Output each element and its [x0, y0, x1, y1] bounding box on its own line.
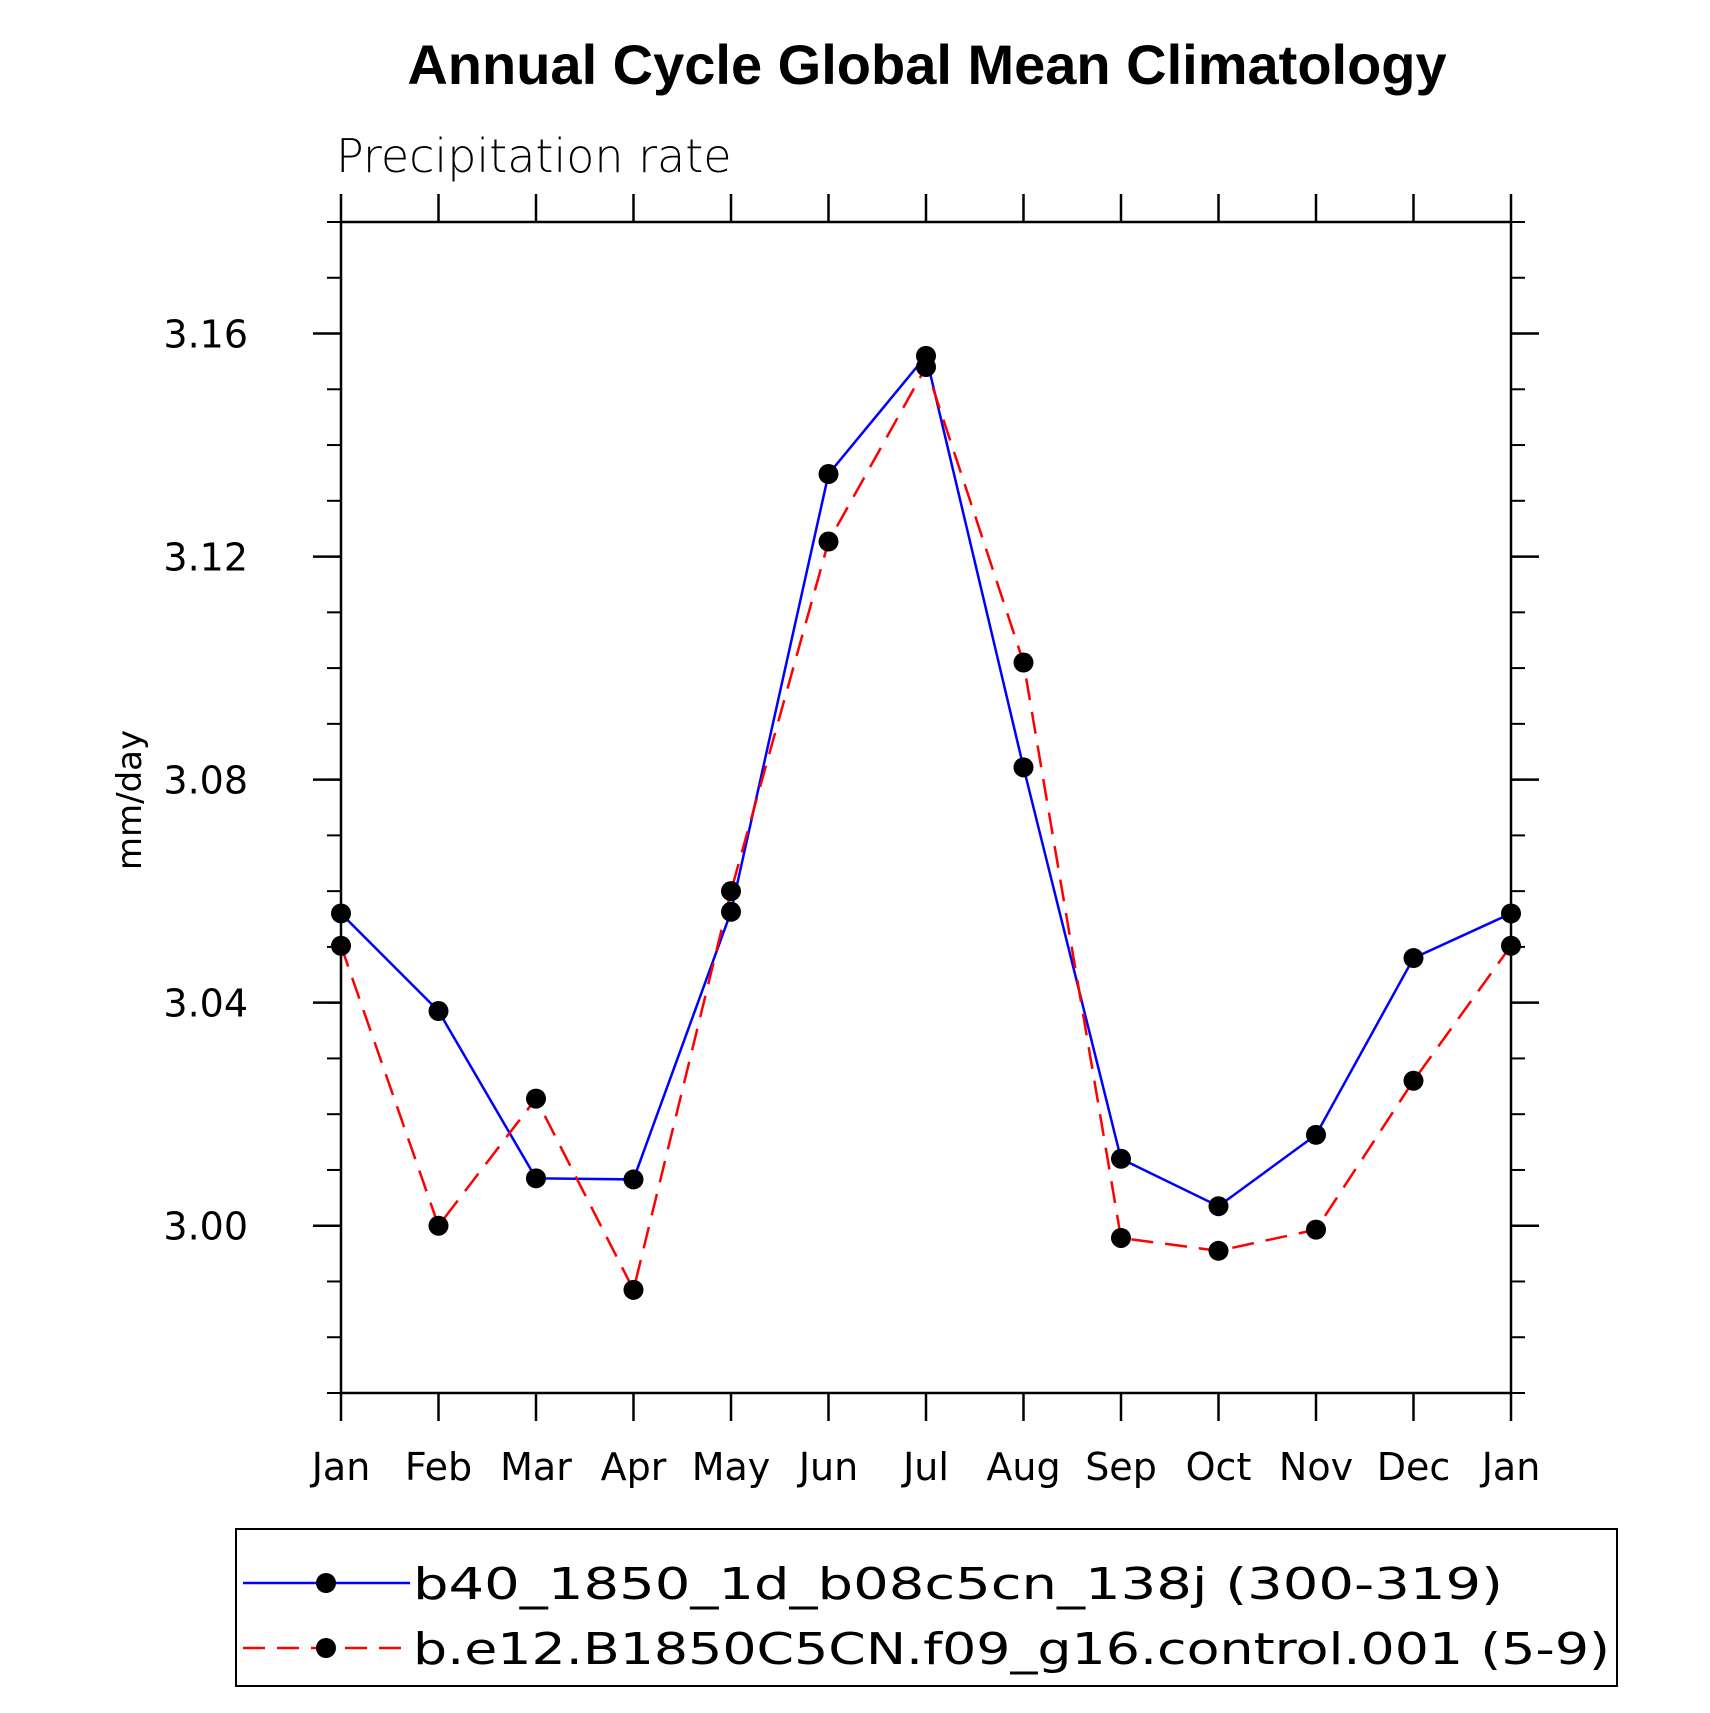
x-tick-label: Mar: [500, 1445, 572, 1489]
x-tick-label: May: [692, 1445, 771, 1489]
x-tick-label: Jun: [797, 1445, 858, 1489]
legend-items: b40_1850_1d_b08c5cn_138j (300-319) b.e12.…: [243, 1559, 1610, 1675]
chart-title: Annual Cycle Global Mean Climatology: [407, 33, 1446, 96]
x-tick-label: Aug: [986, 1445, 1060, 1489]
series-2-point: [1403, 1070, 1424, 1091]
series-1-point: [526, 1168, 546, 1189]
series-2-point: [428, 1215, 449, 1236]
plot-frame: [339, 220, 1513, 1395]
series-1-point: [1208, 1196, 1229, 1217]
y-tick-label: 3.00: [163, 1205, 248, 1249]
series-1-point: [1111, 1148, 1131, 1169]
axis-ticks: [313, 194, 1539, 1421]
series-1-point: [1013, 757, 1034, 778]
y-tick-label: 3.04: [163, 982, 248, 1026]
legend-label-1: b40_1850_1d_b08c5cn_138j (300-319): [413, 1559, 1503, 1610]
series-2-point: [1501, 935, 1521, 956]
series-2-point: [526, 1088, 546, 1109]
series-line-2: [339, 363, 1513, 1294]
series-1-point: [721, 901, 741, 922]
series-2-point: [623, 1279, 644, 1300]
series-1-point: [1403, 948, 1424, 969]
y-tick-labels: 3.00 3.04 3.08 3.12 3.16: [163, 313, 248, 1249]
series-1-point: [428, 1001, 449, 1022]
series-line-1: [340, 353, 1512, 1208]
series-group: [331, 345, 1521, 1300]
x-tick-label: Dec: [1377, 1445, 1451, 1489]
x-tick-label: Nov: [1279, 1445, 1353, 1489]
legend-marker-2: [316, 1638, 336, 1658]
series-1-point: [331, 903, 351, 924]
x-tick-label: Feb: [405, 1445, 472, 1489]
series-2-point: [1013, 652, 1034, 673]
x-tick-label: Oct: [1186, 1445, 1252, 1489]
series-2-point: [818, 531, 839, 552]
y-axis-label: mm/day: [110, 730, 150, 870]
x-tick-labels: Jan Feb Mar Apr May Jun Jul Aug Sep Oct Nov Dec Jan: [310, 1445, 1541, 1489]
legend: b40_1850_1d_b08c5cn_138j (300-319) b.e12.…: [235, 1528, 1618, 1687]
x-tick-label: Sep: [1085, 1445, 1157, 1489]
y-tick-label: 3.16: [163, 313, 248, 357]
legend-box: [235, 1528, 1618, 1687]
legend-label-2: b.e12.B1850C5CN.f09_g16.control.001 (5-9…: [413, 1624, 1610, 1675]
y-tick-label: 3.08: [163, 759, 248, 803]
x-tick-label: Apr: [601, 1445, 667, 1489]
series-1-point: [818, 464, 839, 485]
series-1-point: [1501, 903, 1521, 924]
y-tick-label: 3.12: [163, 536, 248, 580]
series-2-point: [1306, 1219, 1326, 1240]
chart-subtitle: Precipitation rate: [336, 129, 732, 183]
x-tick-label: Jan: [310, 1445, 371, 1489]
series-1-point: [1306, 1124, 1326, 1145]
legend-marker-1: [316, 1573, 336, 1593]
x-tick-label: Jan: [1480, 1445, 1541, 1489]
series-1-point: [623, 1169, 644, 1190]
series-2-point: [916, 356, 936, 377]
series-2-point: [1111, 1227, 1131, 1248]
x-tick-label: Jul: [901, 1445, 949, 1489]
series-2-point: [721, 881, 741, 902]
series-2-point: [331, 935, 351, 956]
series-2-point: [1208, 1240, 1229, 1261]
